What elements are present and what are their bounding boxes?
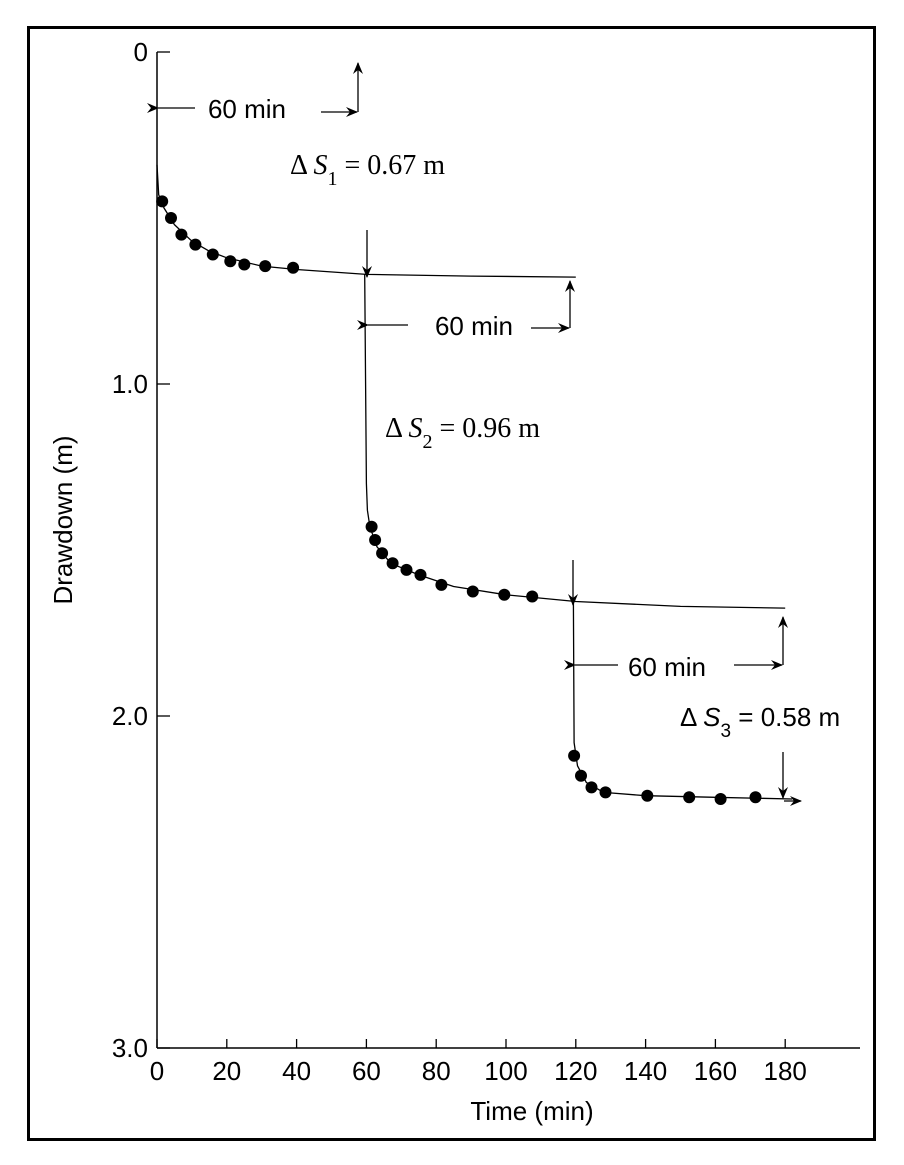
x-tick-label: 160 bbox=[694, 1056, 737, 1086]
data-points bbox=[156, 195, 762, 805]
data-point bbox=[749, 791, 762, 804]
annotations: 60 min Δ S1 = 0.67 m 60 min Δ S2 = 0.96 … bbox=[147, 62, 840, 806]
ds1-subscript: 1 bbox=[327, 168, 337, 190]
x-tick-label: 140 bbox=[624, 1056, 667, 1086]
data-point bbox=[365, 520, 378, 533]
ds2-subscript: 2 bbox=[422, 431, 432, 453]
figure-frame bbox=[27, 26, 876, 1141]
data-point bbox=[414, 568, 427, 581]
data-point bbox=[466, 585, 479, 598]
data-point bbox=[683, 791, 696, 804]
data-point bbox=[641, 789, 654, 802]
data-point bbox=[238, 258, 251, 271]
ds2-value: = 0.96 m bbox=[432, 413, 540, 444]
drawdown-curve-3 bbox=[572, 601, 793, 800]
x-tick-label: 120 bbox=[554, 1056, 597, 1086]
data-point bbox=[386, 557, 399, 570]
x-axis-title: Time (min) bbox=[470, 1096, 593, 1126]
ds1-prefix: Δ bbox=[290, 150, 313, 181]
ds3-subscript: 3 bbox=[721, 721, 732, 742]
y-tick-label: 3.0 bbox=[112, 1033, 148, 1063]
dim1-label: 60 min bbox=[208, 94, 286, 124]
x-tick-label: 100 bbox=[484, 1056, 527, 1086]
ds2-label: Δ S2 = 0.96 m bbox=[385, 413, 540, 453]
ds1-symbol: S bbox=[313, 150, 327, 181]
data-point bbox=[175, 228, 188, 241]
data-point bbox=[376, 547, 389, 560]
data-point bbox=[206, 248, 219, 261]
axes bbox=[156, 52, 860, 1049]
x-tick-label: 40 bbox=[282, 1056, 311, 1086]
ds3-symbol: S bbox=[703, 702, 721, 732]
y-tick-label: 1.0 bbox=[112, 369, 148, 399]
y-tick-label: 2.0 bbox=[112, 701, 148, 731]
x-tick-label: 80 bbox=[422, 1056, 451, 1086]
data-point bbox=[585, 781, 598, 794]
data-point bbox=[498, 588, 511, 601]
data-point bbox=[568, 749, 581, 762]
data-point bbox=[287, 261, 300, 274]
ds3-label: Δ S3 = 0.58 m bbox=[680, 702, 840, 742]
data-point bbox=[165, 212, 177, 224]
x-tick-label: 20 bbox=[212, 1056, 241, 1086]
data-point bbox=[369, 534, 382, 546]
y-axis-title: Drawdown (m) bbox=[48, 435, 78, 604]
data-point bbox=[189, 238, 202, 251]
x-tick-label: 60 bbox=[352, 1056, 381, 1086]
data-point bbox=[224, 255, 237, 268]
y-tick-label: 0 bbox=[134, 37, 148, 67]
ds1-label: Δ S1 = 0.67 m bbox=[290, 150, 445, 190]
data-point bbox=[526, 590, 539, 603]
x-tick-label: 0 bbox=[150, 1056, 164, 1086]
x-tick-label: 180 bbox=[764, 1056, 807, 1086]
data-point bbox=[400, 563, 413, 576]
data-point bbox=[259, 260, 272, 273]
data-point bbox=[575, 769, 587, 782]
data-point bbox=[156, 195, 169, 208]
dim3-label: 60 min bbox=[628, 652, 706, 682]
ds3-value: = 0.58 m bbox=[731, 702, 840, 732]
ds2-prefix: Δ bbox=[385, 413, 408, 444]
ticks: 0 20 40 60 80 100 120 140 160 180 0 1.0 2.0 3.0 bbox=[112, 37, 807, 1086]
data-point bbox=[714, 793, 727, 805]
dim2-label: 60 min bbox=[435, 311, 513, 341]
data-point bbox=[435, 578, 448, 591]
ds3-prefix: Δ bbox=[680, 702, 703, 732]
data-point bbox=[599, 786, 612, 799]
ds1-value: = 0.67 m bbox=[337, 150, 445, 181]
ds2-symbol: S bbox=[408, 413, 422, 444]
